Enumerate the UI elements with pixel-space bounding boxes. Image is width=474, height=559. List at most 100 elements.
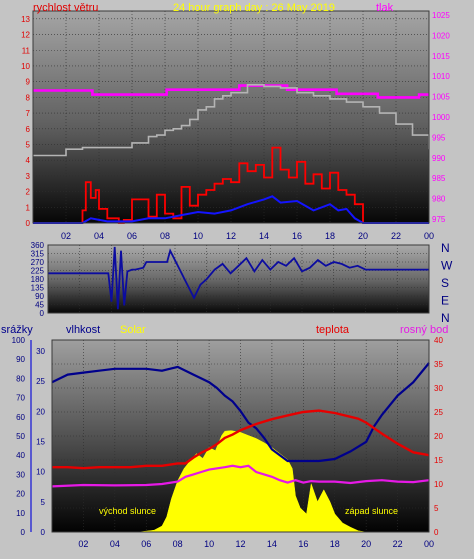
- pressure-tick-label: 1000: [432, 113, 450, 122]
- x-tick-label: 18: [330, 539, 340, 549]
- series-temperature-line: [52, 409, 430, 470]
- x-tick-label: 00: [424, 231, 434, 241]
- sunrise-annotation: východ slunce: [99, 506, 156, 516]
- x-tick-label: 04: [110, 539, 120, 549]
- x-tick-label: 22: [393, 539, 403, 549]
- pressure-tick-label: 990: [432, 154, 446, 163]
- temperature-humidity-panel: 02 04 06 08 10 12 14 16 18 20 22 000510152025303540…: [1, 324, 448, 549]
- pressure-tick-label: 985: [432, 174, 446, 183]
- series-solar-area: [52, 430, 429, 533]
- series-wind-average-line: [33, 195, 429, 224]
- direction-tick-label: 270: [31, 258, 45, 267]
- humidity-tick-label: 0: [41, 528, 46, 537]
- rain-axis-title: srážky: [1, 324, 33, 336]
- wind-tick-label: 2: [26, 188, 31, 197]
- rain-tick-label: 20: [16, 490, 25, 499]
- direction-tick-label: 315: [31, 250, 45, 259]
- x-tick-label: 16: [298, 539, 308, 549]
- wind-tick-label: 0: [26, 219, 31, 228]
- humidity-tick-label: 20: [36, 407, 45, 416]
- x-tick-label: 02: [61, 231, 71, 241]
- humidity-axis-title: vlhkost: [66, 324, 100, 336]
- wind-pressure-panel: 02 04 06 08 10 12 14 16 18 20 22 000123456789101112…: [21, 2, 450, 241]
- wind-tick-label: 1: [26, 203, 31, 212]
- temperature-tick-label: 5: [434, 504, 439, 513]
- compass-label: N: [441, 241, 450, 255]
- direction-tick-label: 180: [31, 275, 45, 284]
- temperature-tick-label: 30: [434, 384, 443, 393]
- wind-tick-label: 12: [21, 31, 30, 40]
- wind-tick-label: 11: [22, 46, 31, 55]
- pressure-tick-label: 980: [432, 195, 446, 204]
- direction-tick-label: 360: [31, 241, 45, 250]
- x-tick-label: 06: [141, 539, 151, 549]
- temperature-tick-label: 40: [434, 336, 443, 345]
- wind-tick-label: 9: [26, 78, 31, 87]
- humidity-tick-label: 5: [41, 498, 46, 507]
- x-tick-label: 18: [325, 231, 335, 241]
- wind-tick-label: 6: [26, 125, 31, 134]
- series-wind-direction-line: [48, 246, 429, 310]
- x-tick-label: 04: [94, 231, 104, 241]
- temperature-tick-label: 35: [434, 360, 443, 369]
- x-tick-label: 14: [267, 539, 277, 549]
- direction-tick-label: 45: [35, 301, 44, 310]
- direction-tick-label: 225: [31, 267, 45, 276]
- temperature-tick-label: 10: [434, 480, 443, 489]
- wind-tick-label: 5: [26, 140, 31, 149]
- series-gust-line: [33, 84, 430, 157]
- direction-tick-label: 0: [40, 309, 45, 318]
- temperature-tick-label: 25: [434, 408, 443, 417]
- x-tick-label: 20: [361, 539, 371, 549]
- rain-tick-label: 90: [16, 355, 25, 364]
- rain-tick-label: 30: [16, 470, 25, 479]
- x-tick-label: 06: [127, 231, 137, 241]
- x-tick-label: 20: [358, 231, 368, 241]
- pressure-tick-label: 975: [432, 215, 446, 224]
- pressure-tick-label: 1020: [432, 31, 450, 40]
- rain-tick-label: 10: [16, 509, 25, 518]
- temperature-tick-label: 15: [434, 456, 443, 465]
- x-tick-label: 12: [226, 231, 236, 241]
- compass-label: W: [441, 259, 453, 273]
- wind-tick-label: 4: [26, 156, 31, 165]
- temperature-tick-label: 0: [434, 528, 439, 537]
- pressure-tick-label: 1005: [432, 93, 450, 102]
- x-tick-label: 10: [193, 231, 203, 241]
- wind-tick-label: 10: [21, 62, 30, 71]
- humidity-tick-label: 15: [36, 438, 45, 447]
- compass-label: N: [441, 311, 450, 325]
- direction-tick-label: 90: [35, 292, 44, 301]
- x-tick-label: 14: [259, 231, 269, 241]
- wind-axis-title: rychlost větru: [33, 2, 98, 14]
- series-wind-line: [33, 146, 429, 224]
- series-pressure-line: [33, 84, 429, 99]
- compass-label: S: [441, 276, 449, 290]
- x-tick-label: 12: [235, 539, 245, 549]
- humidity-tick-label: 30: [36, 347, 45, 356]
- temperature-tick-label: 20: [434, 432, 443, 441]
- x-tick-label: 00: [424, 539, 434, 549]
- rain-tick-label: 40: [16, 451, 25, 460]
- rain-tick-label: 100: [12, 336, 26, 345]
- x-tick-label: 02: [78, 539, 88, 549]
- x-tick-label: 16: [292, 231, 302, 241]
- humidity-tick-label: 10: [36, 468, 45, 477]
- solar-axis-title: Solar: [120, 324, 146, 336]
- rain-tick-label: 60: [16, 413, 25, 422]
- x-tick-label: 08: [173, 539, 183, 549]
- wind-tick-label: 13: [21, 15, 30, 24]
- wind-tick-label: 3: [26, 172, 31, 181]
- pressure-tick-label: 995: [432, 133, 446, 142]
- series-humidity-line: [51, 362, 430, 463]
- rain-tick-label: 80: [16, 374, 25, 383]
- rain-tick-label: 70: [16, 394, 25, 403]
- pressure-axis-title: tlak: [376, 2, 394, 14]
- x-tick-label: 22: [391, 231, 401, 241]
- x-tick-label: 10: [204, 539, 214, 549]
- sunset-annotation: západ slunce: [345, 506, 398, 516]
- series-dewpoint-line: [51, 464, 430, 488]
- wind-tick-label: 7: [26, 109, 31, 118]
- rain-tick-label: 50: [16, 432, 25, 441]
